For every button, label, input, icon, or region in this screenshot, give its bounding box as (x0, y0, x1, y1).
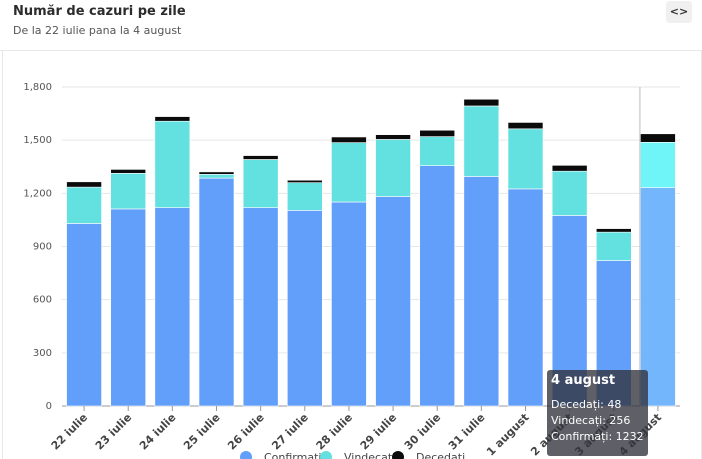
tooltip-line-decedati: Decedați: 48 (551, 398, 622, 411)
bar-decedati[interactable] (66, 181, 102, 188)
bar-confirmati[interactable] (463, 176, 500, 407)
bar-decedati[interactable] (463, 98, 500, 107)
bar-decedati[interactable] (242, 155, 279, 160)
bar-decedati[interactable] (419, 129, 456, 137)
legend-label[interactable]: Decedați (416, 451, 465, 459)
bar-vindecati[interactable] (640, 141, 676, 188)
bar-vindecati[interactable] (154, 120, 191, 208)
bar-vindecati[interactable] (242, 159, 279, 208)
y-tick-label: 900 (33, 242, 52, 253)
x-tick-label: 29 iulie (358, 411, 400, 453)
bar-vindecati[interactable] (110, 173, 147, 210)
code-brackets-icon: <> (669, 5, 689, 18)
tooltip-line-confirmati: Confirmați: 1232 (551, 430, 644, 443)
bar-vindecati[interactable] (419, 136, 456, 166)
bar-vindecati[interactable] (198, 174, 235, 179)
expand-code-button[interactable]: <> (666, 1, 692, 23)
bar-decedati[interactable] (595, 228, 632, 233)
bar-vindecati[interactable] (551, 170, 588, 216)
x-tick-label: 31 iulie (446, 411, 488, 453)
x-tick-label: 1 august (484, 411, 532, 459)
legend-label[interactable]: Confirmați (264, 451, 321, 459)
bar-vindecati[interactable] (463, 105, 500, 177)
bar-confirmati[interactable] (419, 165, 456, 407)
bar-decedati[interactable] (286, 179, 323, 183)
x-tick-label: 22 iulie (49, 411, 91, 453)
chart-title: Număr de cazuri pe zile (13, 4, 186, 19)
bar-confirmati[interactable] (286, 210, 323, 407)
legend-swatch[interactable] (240, 451, 252, 459)
y-tick-label: 300 (33, 348, 52, 359)
y-tick-label: 1,800 (23, 82, 52, 93)
y-tick-label: 600 (33, 295, 52, 306)
bar-decedati[interactable] (375, 134, 411, 140)
bar-confirmati[interactable] (331, 201, 367, 407)
x-tick-label: 28 iulie (314, 411, 356, 453)
legend-swatch[interactable] (392, 451, 404, 459)
bar-confirmati[interactable] (154, 207, 191, 407)
bar-confirmati[interactable] (242, 207, 279, 407)
bar-vindecati[interactable] (507, 128, 544, 190)
chart-header: Număr de cazuri pe zile De la 22 iulie p… (0, 0, 702, 51)
bar-decedati[interactable] (110, 169, 147, 174)
bar-decedati[interactable] (331, 136, 367, 143)
bar-vindecati[interactable] (375, 139, 411, 197)
legend: Confirmați Vindecați Decedați (240, 451, 465, 459)
bar-confirmati[interactable] (198, 177, 235, 407)
x-tick-label: 25 iulie (181, 411, 223, 453)
bar-decedati[interactable] (507, 122, 544, 130)
y-tick-label: 1,500 (23, 135, 52, 146)
bar-confirmati[interactable] (640, 187, 676, 407)
x-tick-label: 26 iulie (225, 411, 267, 453)
bar-vindecati[interactable] (331, 142, 367, 203)
bar-decedati[interactable] (640, 133, 676, 143)
bar-vindecati[interactable] (286, 182, 323, 211)
tooltip-line-vindecati: Vindecați: 256 (551, 414, 631, 427)
x-tick-label: 30 iulie (402, 411, 444, 453)
bar-vindecati[interactable] (66, 186, 102, 224)
chart-subtitle: De la 22 iulie pana la 4 august (13, 24, 182, 37)
x-tick-label: 23 iulie (93, 411, 135, 453)
y-tick-label: 1,200 (23, 188, 52, 199)
bar-confirmati[interactable] (110, 208, 147, 407)
legend-label[interactable]: Vindecați (344, 451, 395, 459)
legend-swatch[interactable] (320, 451, 332, 459)
bar-confirmati[interactable] (375, 196, 411, 407)
bar-confirmati[interactable] (66, 223, 102, 407)
bar-decedati[interactable] (551, 165, 588, 172)
chart-tooltip: 4 august Decedați: 48 Vindecați: 256 Con… (547, 370, 648, 456)
tooltip-title: 4 august (551, 373, 616, 388)
bar-vindecati[interactable] (595, 231, 632, 261)
bar-confirmati[interactable] (507, 188, 544, 407)
bar-decedati[interactable] (198, 171, 235, 175)
x-tick-label: 24 iulie (137, 411, 179, 453)
bar-decedati[interactable] (154, 116, 191, 122)
y-tick-label: 0 (46, 401, 52, 412)
x-tick-label: 27 iulie (269, 411, 311, 453)
